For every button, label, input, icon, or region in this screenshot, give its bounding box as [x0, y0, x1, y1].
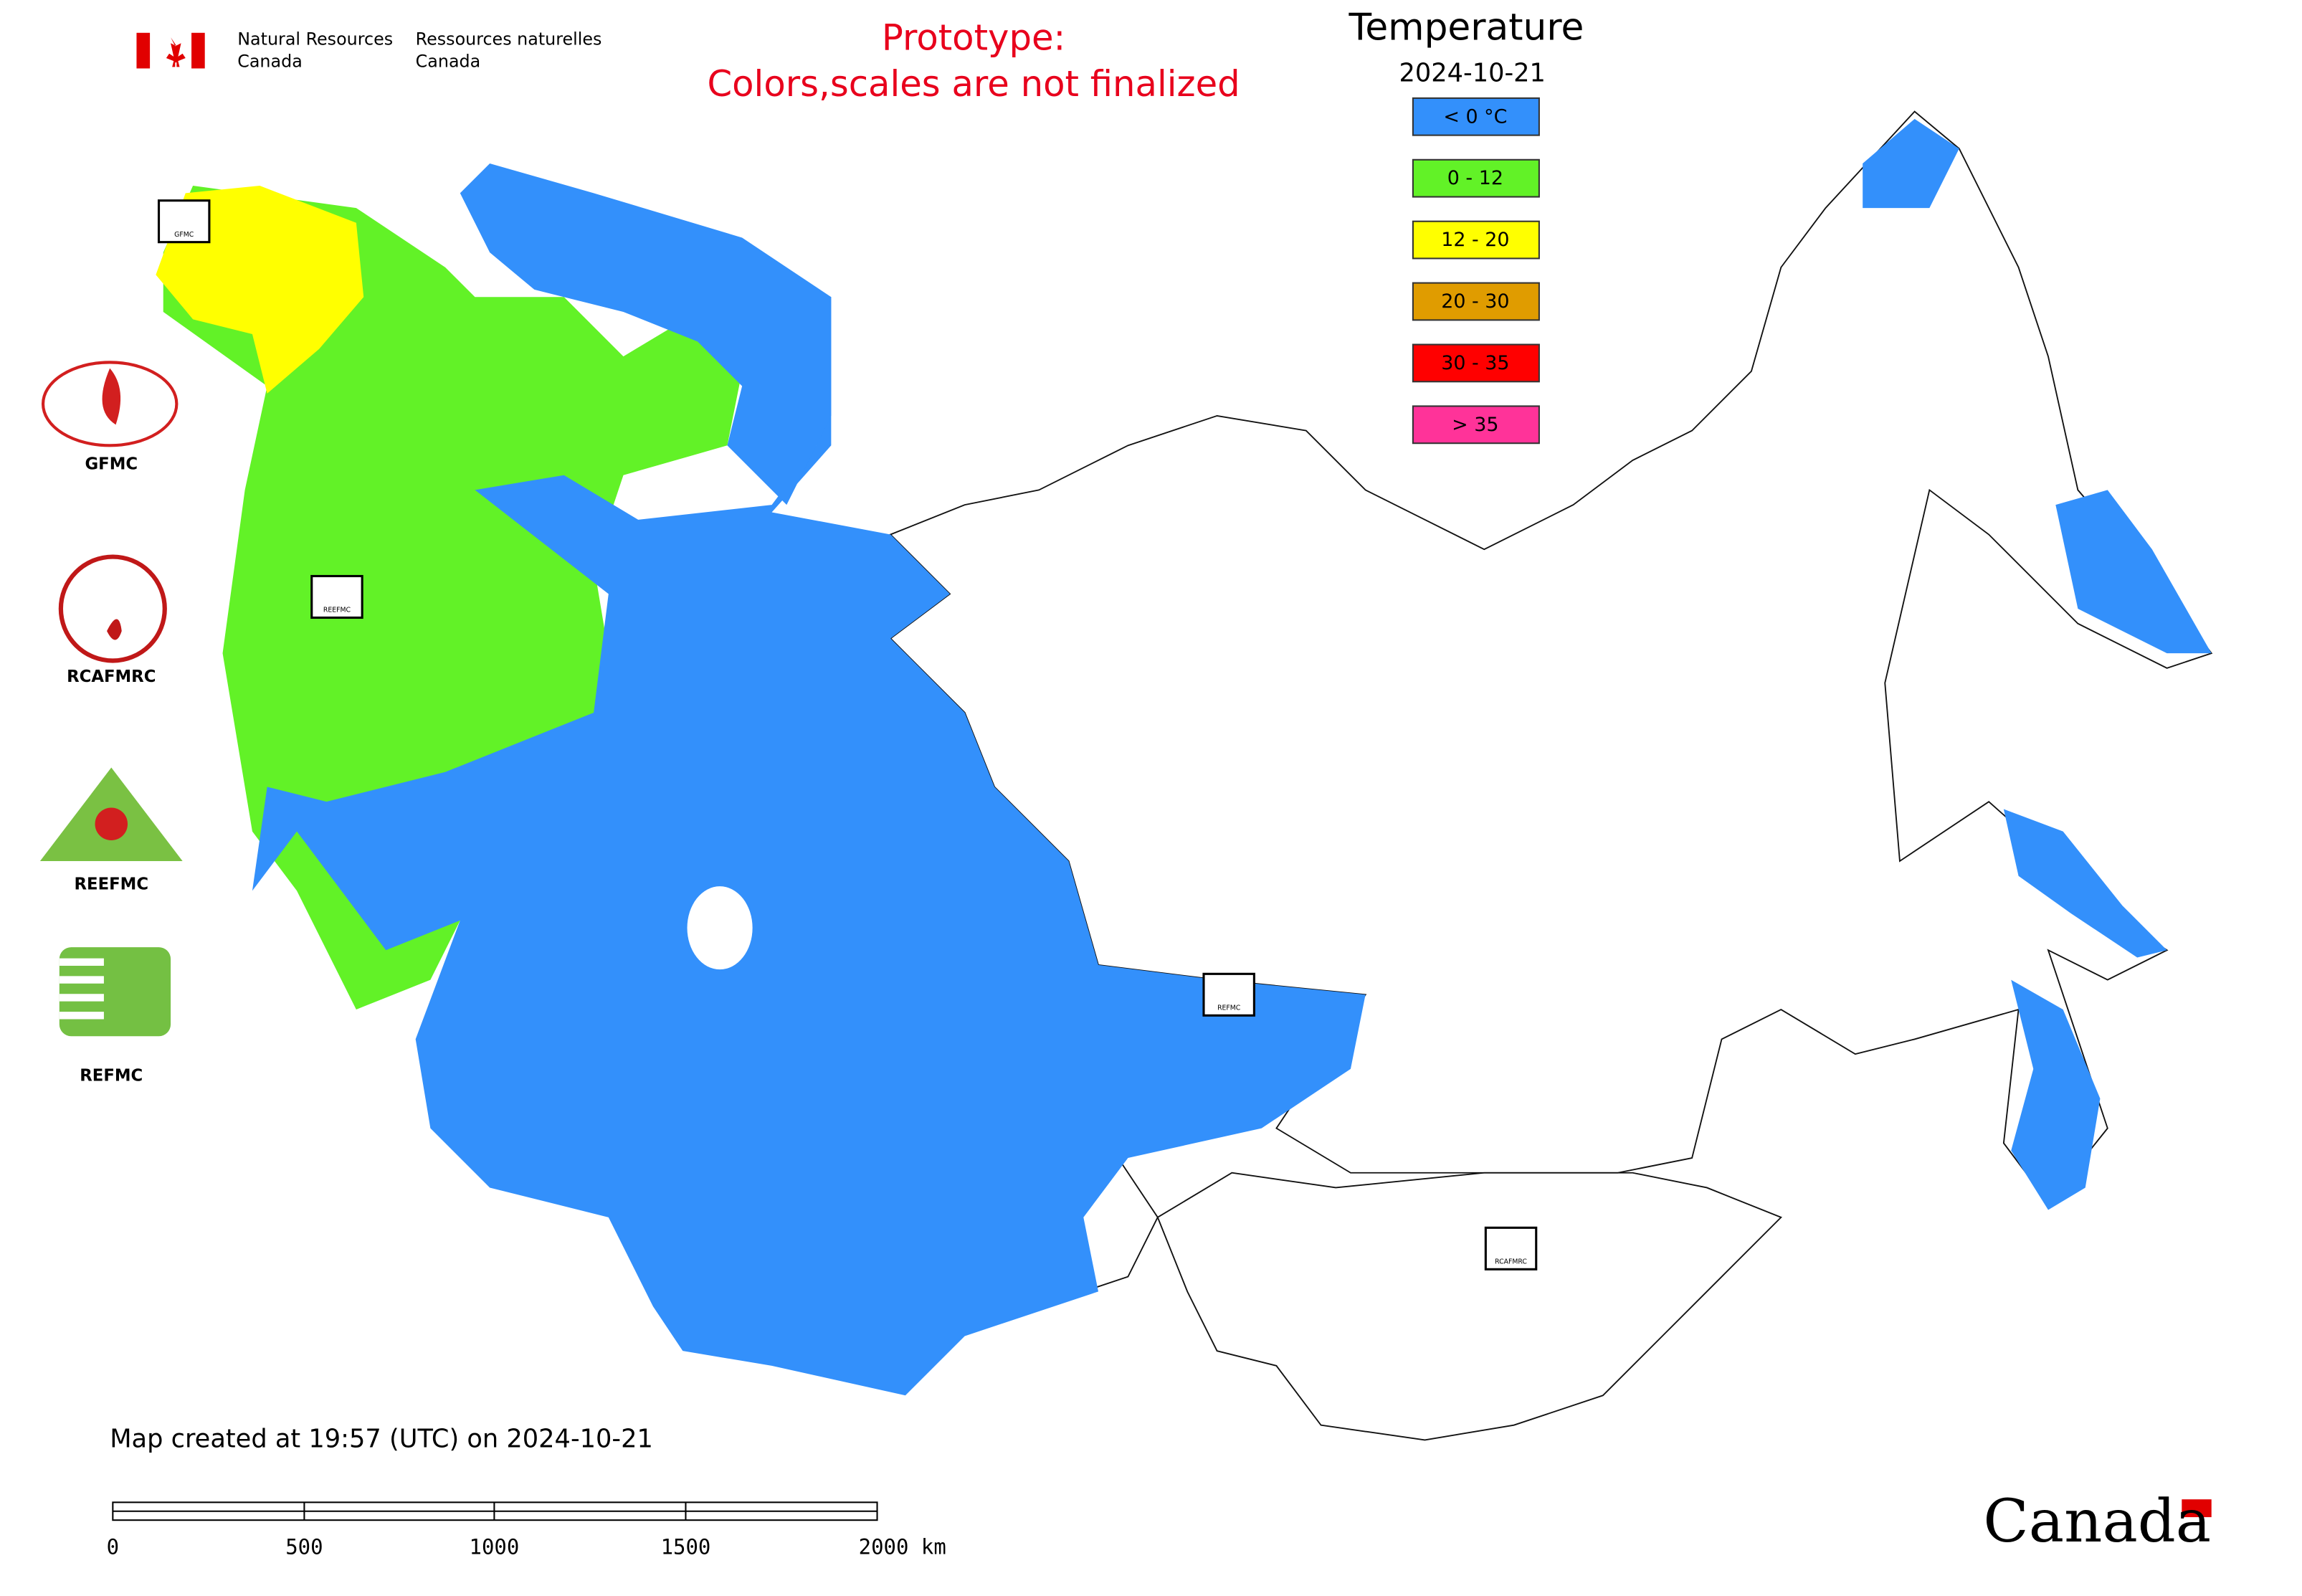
legend-label: 30 - 35 [1441, 352, 1509, 374]
legend-swatch [1412, 343, 1540, 383]
temperature-area [252, 252, 1366, 1396]
marker-box [1484, 1226, 1538, 1270]
scale-label: 1500 [661, 1535, 711, 1559]
legend-swatch [1412, 97, 1540, 136]
marker-label: REEFMC [323, 607, 351, 614]
legend-date: 2024-10-21 [1399, 59, 1546, 88]
wordmark: Canada [1983, 1486, 2211, 1556]
scale-label: 1000 [470, 1535, 520, 1559]
legend-title: Temperature [1349, 6, 1584, 49]
marker-label: REFMC [1217, 1004, 1240, 1012]
scale-bar: 0 500 1000 1500 2000 km [107, 1501, 946, 1559]
legend-swatch [1412, 220, 1540, 260]
legend-label: 0 - 12 [1447, 167, 1503, 189]
map: GFMC REEFMC REFMC RCAFMRC [156, 110, 2213, 1441]
temperature-area [2003, 809, 2167, 958]
notice: Colors,scales are not finalized [707, 63, 1240, 105]
logo-label: RCAFMRC [67, 668, 156, 686]
marker-label: GFMC [174, 231, 194, 239]
partner-logos [39, 361, 183, 1037]
agency-signature: Natural Resources Canada Ressources natu… [136, 29, 601, 72]
scale-label: 2000 km [859, 1535, 946, 1559]
water-body [687, 886, 753, 970]
legend-label: 20 - 30 [1441, 290, 1509, 313]
logo-label: GFMC [85, 455, 138, 474]
agency-fr: Ressources naturelles [416, 29, 602, 49]
legend-label: > 35 [1452, 414, 1498, 436]
marker-label: RCAFMRC [1495, 1258, 1527, 1265]
temperature-area [2055, 490, 2212, 654]
legend-swatch [1412, 405, 1540, 445]
scale-label: 500 [285, 1535, 323, 1559]
scale-label: 0 [107, 1535, 119, 1559]
agency-en: Canada [237, 52, 303, 72]
country-outline [1156, 1172, 1782, 1441]
agency-en: Natural Resources [237, 29, 393, 49]
marker-box [157, 199, 211, 244]
legend-swatch [1412, 158, 1540, 198]
map-markers: GFMC REEFMC REFMC RCAFMRC [157, 199, 1538, 1270]
temperature-area [460, 163, 832, 505]
notice: Prototype: [882, 17, 1065, 59]
legend-swatch [1412, 282, 1540, 321]
legend-label: < 0 °C [1443, 105, 1507, 128]
marker-box [1202, 972, 1255, 1017]
logo-label: REEFMC [74, 875, 148, 894]
marker-box [310, 574, 363, 619]
legend: < 0 °C 0 - 12 12 - 20 20 - 30 30 - 35 > 35 [1412, 97, 1540, 445]
logo-label: REFMC [80, 1067, 143, 1086]
legend-label: 12 - 20 [1441, 229, 1509, 251]
temperature-area [2011, 979, 2101, 1210]
footer-note: Map created at 19:57 (UTC) on 2024-10-21 [110, 1424, 653, 1453]
temperature-area [1863, 118, 1959, 209]
agency-fr: Canada [416, 52, 481, 72]
flag [2182, 1499, 2212, 1518]
logo-labels: GFMC RCAFMRC REEFMC REFMC [67, 455, 156, 1086]
